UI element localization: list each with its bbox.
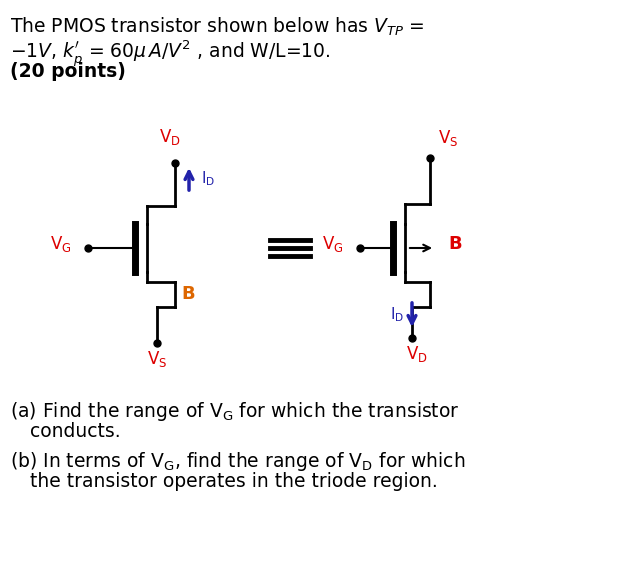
Text: conducts.: conducts.	[30, 422, 121, 441]
Text: V$_\mathrm{D}$: V$_\mathrm{D}$	[406, 344, 428, 364]
Text: (a) Find the range of V$_\mathrm{G}$ for which the transistor: (a) Find the range of V$_\mathrm{G}$ for…	[10, 400, 459, 423]
Text: The PMOS transistor shown below has $V_{TP}$ =: The PMOS transistor shown below has $V_{…	[10, 16, 425, 38]
Text: $-1V$, $k_p^{\prime}$ = $60\mu\,A/V^2$ , and W/L=10.: $-1V$, $k_p^{\prime}$ = $60\mu\,A/V^2$ ,…	[10, 39, 331, 69]
Text: V$_\mathrm{S}$: V$_\mathrm{S}$	[147, 349, 167, 369]
Text: V$_\mathrm{S}$: V$_\mathrm{S}$	[438, 128, 458, 148]
Text: I$_\mathrm{D}$: I$_\mathrm{D}$	[390, 306, 404, 324]
Text: (20 points): (20 points)	[10, 62, 126, 81]
Text: V$_\mathrm{G}$: V$_\mathrm{G}$	[50, 234, 72, 254]
Text: I$_\mathrm{D}$: I$_\mathrm{D}$	[201, 170, 215, 189]
Text: B: B	[448, 235, 462, 253]
Text: V$_\mathrm{G}$: V$_\mathrm{G}$	[322, 234, 344, 254]
Text: V$_\mathrm{D}$: V$_\mathrm{D}$	[159, 127, 181, 147]
Text: (b) In terms of V$_\mathrm{G}$, find the range of V$_\mathrm{D}$ for which: (b) In terms of V$_\mathrm{G}$, find the…	[10, 450, 465, 473]
Text: the transistor operates in the triode region.: the transistor operates in the triode re…	[30, 472, 438, 491]
Text: B: B	[181, 285, 194, 303]
